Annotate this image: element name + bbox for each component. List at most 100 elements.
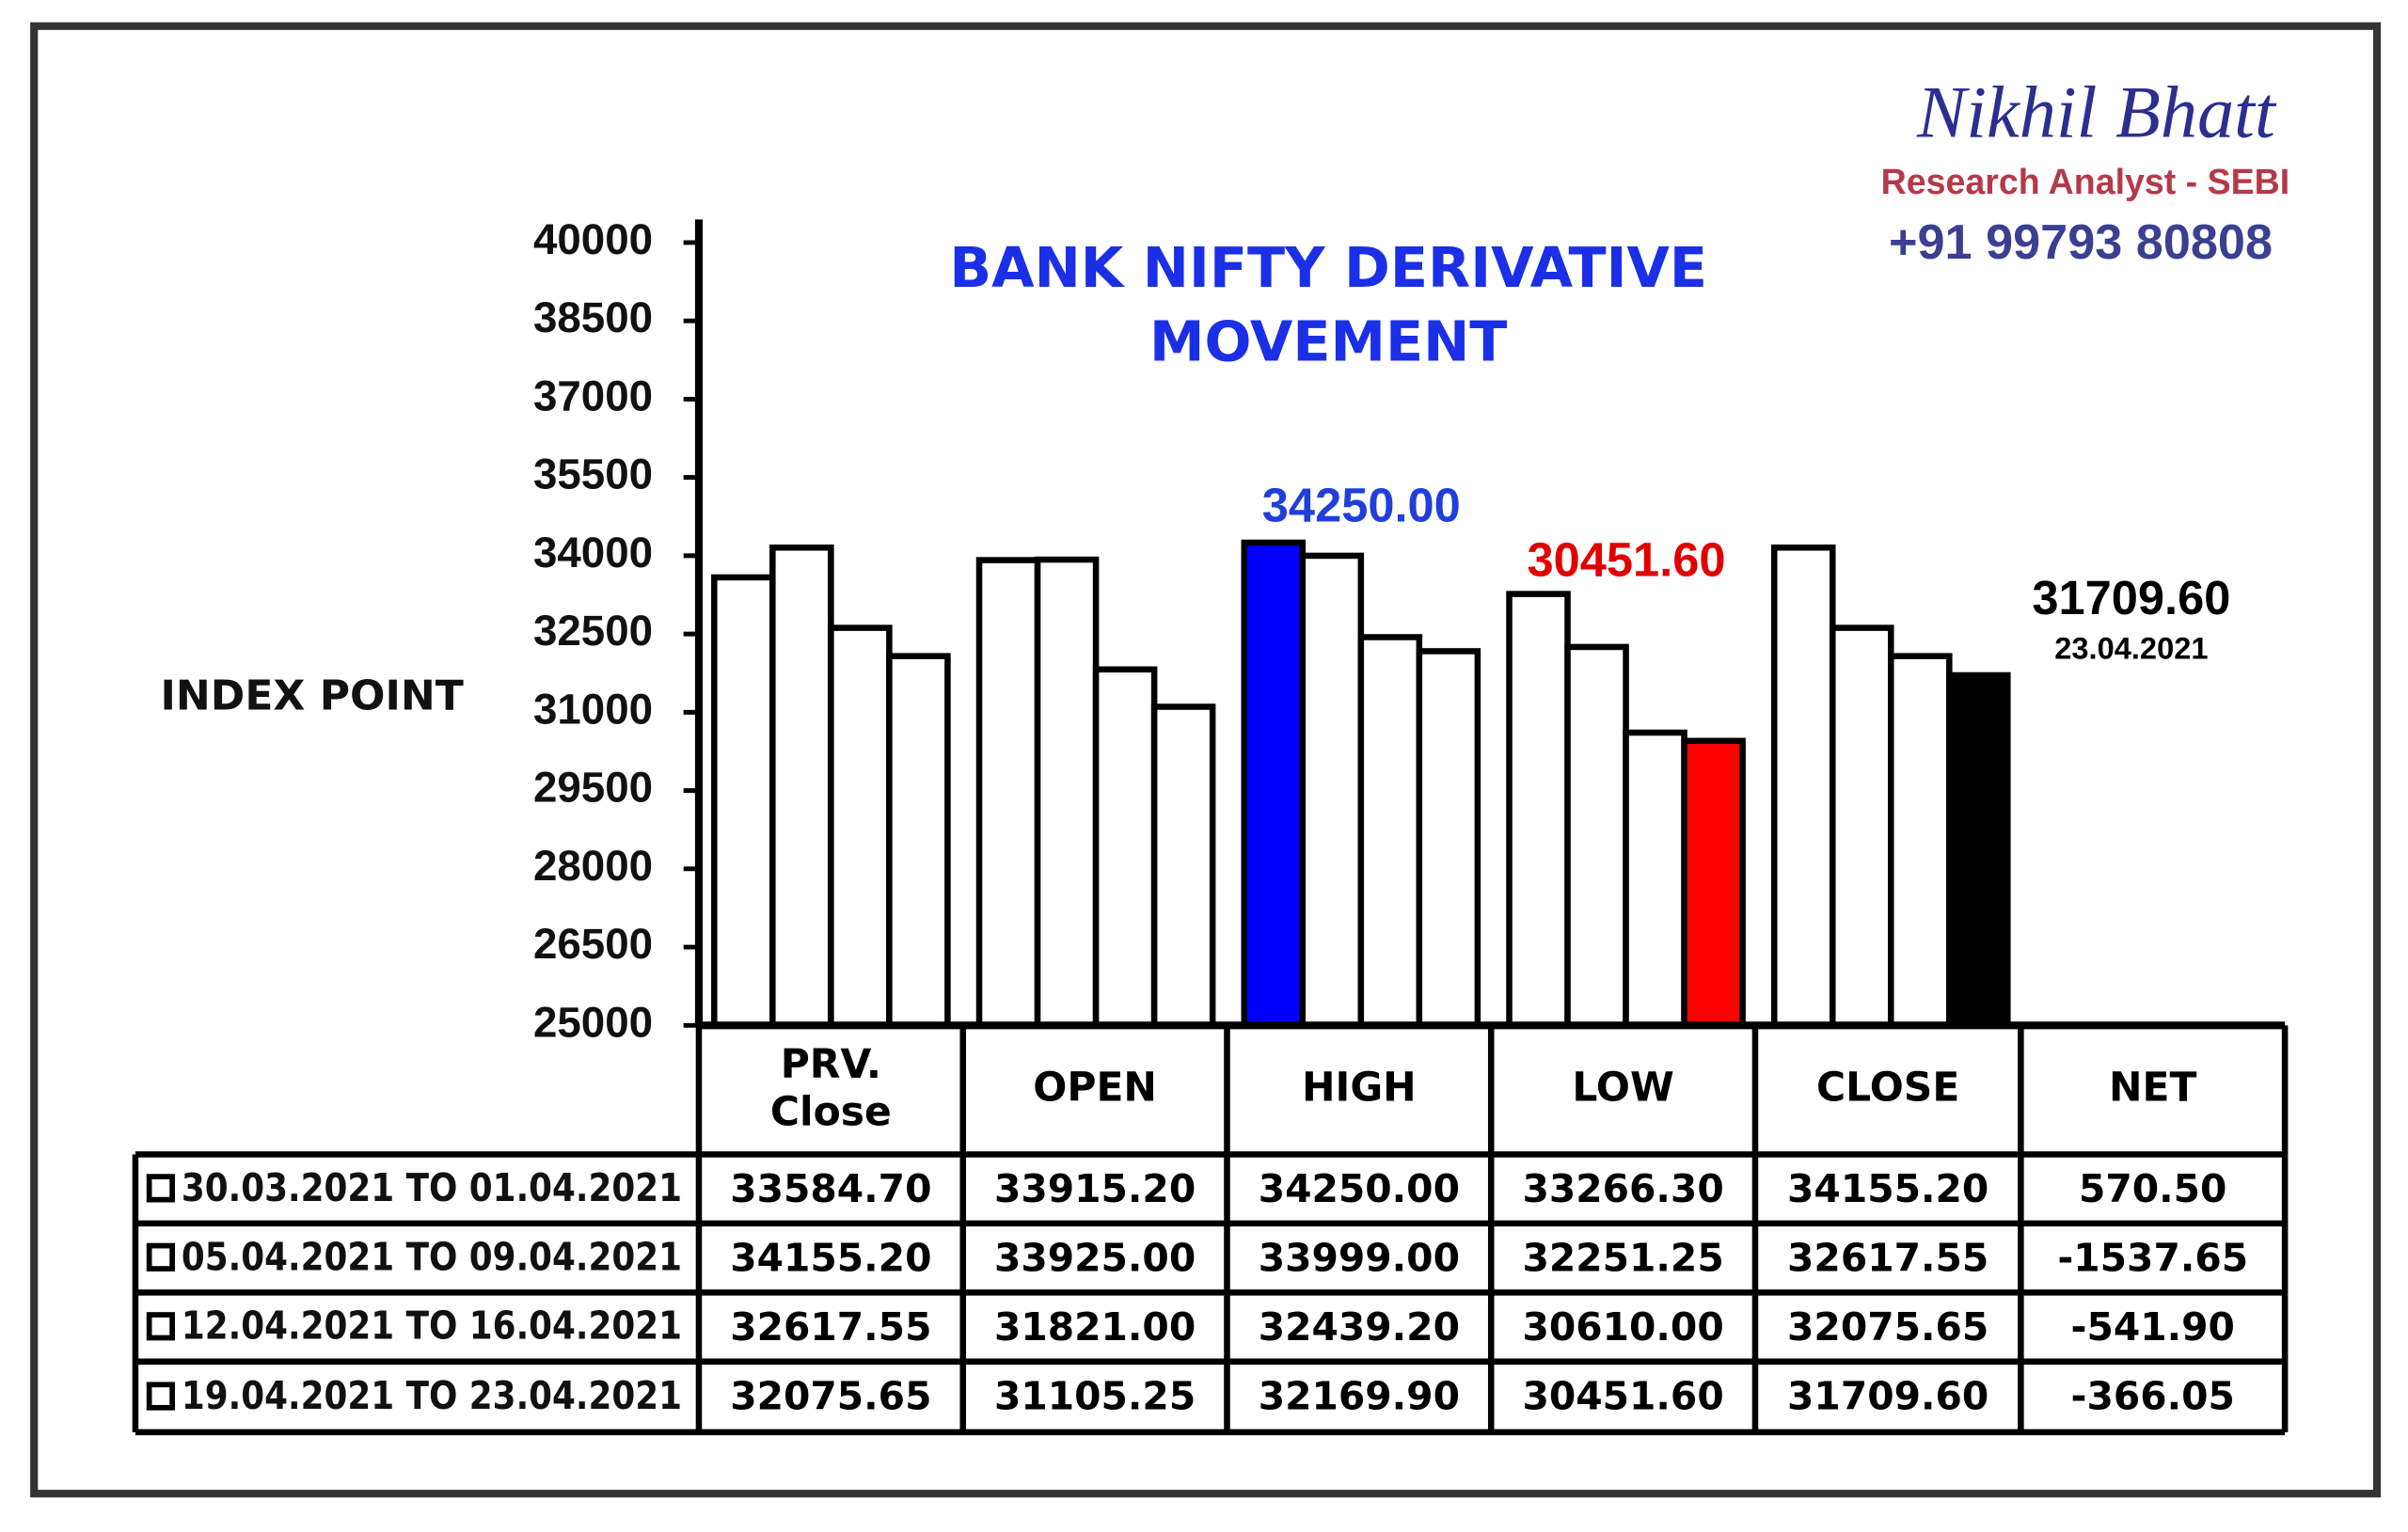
y-tick-label: 32500 [533,607,653,655]
table-value-box: 30451.60 [1522,1373,1724,1419]
chart-title: BANK NIFTY DERIVATIVE MOVEMENT [949,238,1708,375]
table-net-box: -1537.65 [2057,1235,2248,1279]
table-value-box: 33584.70 [730,1165,932,1211]
table-value: 31709.60 [1787,1373,1989,1419]
column-header: PRV. Close [769,1042,892,1136]
column-header-box: NET [2108,1066,2197,1113]
table-value-box: 30610.00 [1522,1303,1724,1349]
table-value: 32617.55 [730,1303,932,1349]
table-value-box: 31105.25 [993,1373,1196,1419]
column-header: LOW [1572,1066,1674,1113]
title-box: BANK NIFTY DERIVATIVE MOVEMENT [949,238,1708,375]
bar [1681,737,1746,1029]
bar [1564,643,1629,1029]
table-value: 34155.20 [1787,1165,1989,1211]
table-value: 32439.20 [1258,1303,1460,1349]
bar [1241,539,1307,1029]
row-label: 12.04.2021 TO 16.04.2021 [182,1303,682,1349]
table-value-box: 32169.90 [1258,1373,1460,1419]
table-value: 32169.90 [1258,1373,1460,1419]
bar [1623,729,1687,1029]
table-value-box: 32251.25 [1522,1235,1723,1279]
column-header-box: OPEN [1033,1066,1157,1113]
table-value-box: 34155.20 [1787,1165,1989,1211]
table-net-box: -366.05 [2070,1373,2235,1419]
table-value-box: 33999.00 [1258,1235,1460,1280]
y-tick-label: 40000 [533,215,653,263]
table-value-box: 33915.20 [994,1166,1196,1210]
table-net-box: -541.90 [2070,1303,2235,1349]
table-value-box: 31709.60 [1787,1373,1989,1419]
y-axis-label: INDEX POINT [160,672,463,720]
y-tick-label: 34000 [533,529,653,576]
column-header: NET [2108,1066,2197,1113]
legend-icon [146,1174,175,1203]
bar [769,545,834,1029]
table-value-box: 32075.65 [730,1373,932,1419]
y-tick-label: 26500 [533,920,653,968]
legend-icon [146,1242,175,1271]
bar [1829,624,1894,1029]
bar [1416,648,1481,1029]
frame [30,22,2382,1498]
brand-name: Nikhil Bhatt [1916,71,2277,152]
y-tick-label: 25000 [533,998,653,1046]
table-value: 33584.70 [730,1165,932,1211]
bar [1946,671,2011,1029]
bar [1034,556,1100,1029]
table-value: 34155.20 [730,1235,932,1280]
table-value-box: 32075.65 [1787,1304,1988,1349]
y-tick-label: 35500 [533,450,653,498]
bar [886,653,951,1029]
bar [1092,666,1158,1029]
y-tick-label: 31000 [533,685,653,733]
column-header: HIGH [1302,1066,1417,1113]
column-header-box: CLOSE [1816,1066,1960,1113]
column-header: OPEN [1033,1066,1157,1113]
table-value-box: 34155.20 [730,1235,932,1280]
bar [1506,591,1571,1029]
table-net: 570.50 [2078,1165,2227,1211]
row-label: 30.03.2021 TO 01.04.2021 [182,1165,682,1210]
column-header-box: HIGH [1302,1066,1417,1113]
table-value: 32075.65 [730,1373,932,1419]
table-value-box: 33266.30 [1522,1165,1724,1211]
column-header: CLOSE [1816,1066,1960,1113]
table-value-box: 33925.00 [994,1235,1196,1279]
table-value: 33999.00 [1258,1235,1460,1280]
legend-icon [146,1382,175,1411]
brand-phone: +91 99793 80808 [1889,215,2273,270]
table-value: 32617.55 [1787,1235,1989,1280]
table-value-box: 32617.55 [1787,1235,1989,1280]
column-header-box: PRV. Close [769,1042,892,1136]
table-value: 31105.25 [993,1373,1196,1419]
annotation: 30451.60 [1528,532,1726,586]
table-value: 30451.60 [1522,1373,1724,1419]
bar [1150,703,1216,1029]
bar [1888,653,1953,1029]
y-tick-label: 37000 [533,371,653,419]
column-header-box: LOW [1572,1066,1674,1113]
y-tick-label: 38500 [533,293,653,341]
table-value-box: 32439.20 [1258,1303,1460,1349]
bar [711,574,776,1029]
table-value: 31821.00 [993,1303,1196,1349]
table-value: 33266.30 [1522,1165,1724,1211]
table-value-box: 32617.55 [730,1303,932,1349]
bar [1299,552,1365,1029]
table-value: 34250.00 [1258,1165,1460,1211]
table-net: -366.05 [2070,1373,2235,1419]
bar [975,557,1041,1029]
y-tick-label: 28000 [533,842,653,890]
bar [1357,634,1423,1029]
table-net: -541.90 [2070,1303,2235,1349]
legend-icon [146,1312,175,1341]
annotation: 31709.60 [2032,571,2230,624]
y-tick-label: 29500 [533,764,653,812]
table-value: 30610.00 [1522,1303,1724,1349]
annotation: 34250.00 [1262,478,1461,531]
table-net-box: 570.50 [2078,1165,2227,1211]
table-value-box: 34250.00 [1258,1165,1460,1211]
bar [828,624,893,1029]
